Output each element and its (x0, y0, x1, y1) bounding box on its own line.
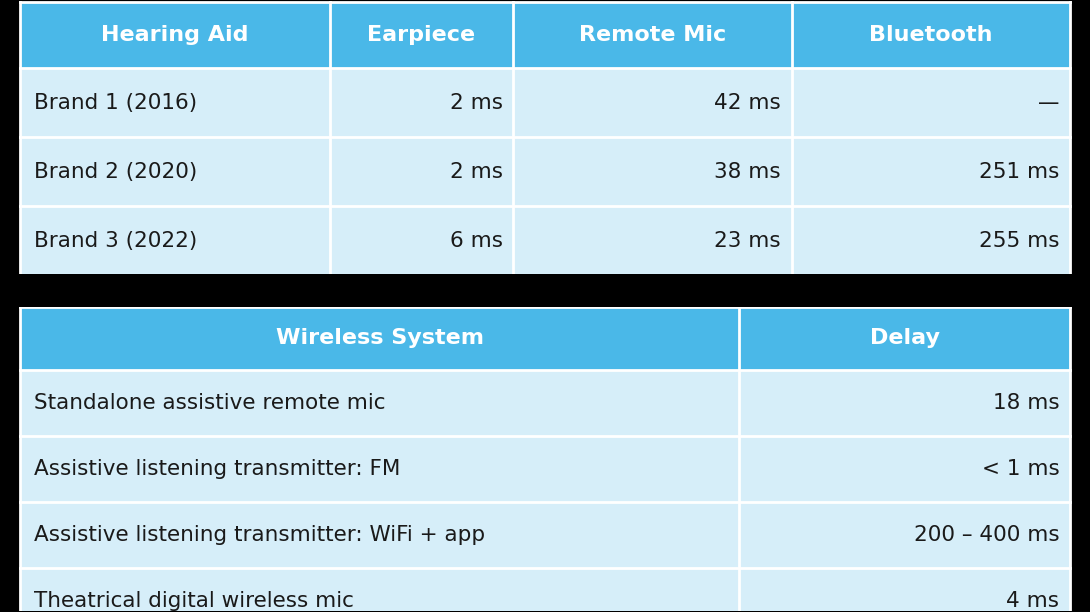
Bar (20, 568, 1070, 612)
Bar (0, 611, 1090, 612)
Bar (20, 2, 1070, 68)
Text: —: — (1038, 92, 1059, 113)
Text: Assistive listening transmitter: FM: Assistive listening transmitter: FM (34, 459, 400, 479)
Text: Bluetooth: Bluetooth (870, 25, 993, 45)
Bar (20, 307, 1070, 370)
Text: 2 ms: 2 ms (449, 162, 502, 182)
Text: Earpiece: Earpiece (367, 25, 475, 45)
Text: 18 ms: 18 ms (993, 393, 1059, 412)
Text: Wireless System: Wireless System (276, 329, 484, 348)
Text: Hearing Aid: Hearing Aid (101, 25, 249, 45)
Bar (0, 274, 1090, 307)
Text: Brand 2 (2020): Brand 2 (2020) (34, 162, 197, 182)
Text: Standalone assistive remote mic: Standalone assistive remote mic (34, 393, 385, 412)
Text: 38 ms: 38 ms (714, 162, 782, 182)
Text: < 1 ms: < 1 ms (982, 459, 1059, 479)
Text: Brand 1 (2016): Brand 1 (2016) (34, 92, 197, 113)
Text: 2 ms: 2 ms (449, 92, 502, 113)
Bar (20, 370, 1070, 436)
Bar (20, 68, 1070, 137)
Text: 6 ms: 6 ms (449, 231, 502, 251)
Text: 255 ms: 255 ms (979, 231, 1059, 251)
Bar (20, 206, 1070, 275)
Bar (20, 137, 1070, 206)
Text: Assistive listening transmitter: WiFi + app: Assistive listening transmitter: WiFi + … (34, 525, 485, 545)
Text: 42 ms: 42 ms (714, 92, 782, 113)
Text: 200 – 400 ms: 200 – 400 ms (913, 525, 1059, 545)
Text: Delay: Delay (870, 329, 940, 348)
Text: Brand 3 (2022): Brand 3 (2022) (34, 231, 197, 251)
Text: Theatrical digital wireless mic: Theatrical digital wireless mic (34, 591, 353, 611)
Bar (20, 436, 1070, 502)
Text: 251 ms: 251 ms (979, 162, 1059, 182)
Text: 23 ms: 23 ms (714, 231, 782, 251)
Bar (20, 502, 1070, 568)
Text: 4 ms: 4 ms (1006, 591, 1059, 611)
Text: Remote Mic: Remote Mic (579, 25, 726, 45)
